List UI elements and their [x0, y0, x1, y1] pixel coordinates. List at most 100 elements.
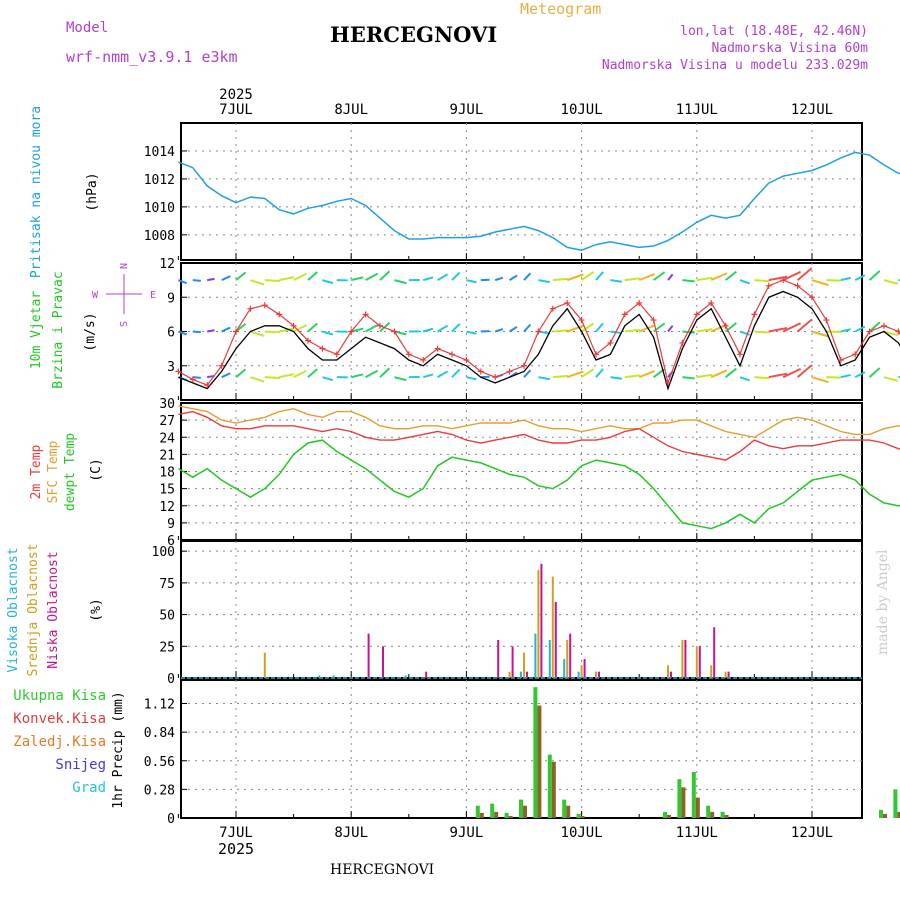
- cloud-bar-2: [713, 627, 716, 678]
- precip-legend-4: Grad: [72, 780, 106, 796]
- wind-gust-marker: [722, 322, 729, 329]
- wind-arrow: [868, 367, 881, 378]
- wind-arrow: [610, 376, 623, 380]
- cloud-bar-2: [511, 646, 514, 678]
- wind-arrow: [624, 374, 640, 379]
- wind-gust-marker: [895, 328, 900, 335]
- wind-arrow: [638, 324, 655, 333]
- precip-conv-bar: [580, 815, 585, 818]
- wind-arrow: [696, 373, 713, 379]
- cloud-bar-2: [698, 646, 701, 678]
- precip-total-bar: [691, 772, 696, 818]
- cloud-bar-1: [523, 652, 525, 678]
- cloud-bar-0: [577, 671, 580, 678]
- model-elevation-label: Nadmorska Visina u modelu 233.029m: [601, 58, 868, 73]
- wind-arrow: [739, 330, 750, 336]
- cloud-axis-unit: (%): [89, 598, 104, 621]
- wind-gust-marker: [665, 379, 671, 386]
- cloud-bar-1: [508, 671, 511, 678]
- cloud-axis-title-0: Visoka Oblacnost: [6, 547, 21, 672]
- precip-total-bar: [576, 813, 581, 818]
- precip-conv-bar: [710, 811, 715, 818]
- wind-arrow: [466, 330, 477, 335]
- y-tick-label: 27: [159, 414, 175, 429]
- temp-axis-title-0: 2m Temp: [29, 444, 44, 499]
- cloud-bar-2: [554, 601, 557, 678]
- cloud-bar-2: [540, 563, 543, 678]
- y-tick-label: 100: [152, 545, 175, 560]
- wind-arrow: [552, 329, 568, 333]
- pressure-axis-unit: (hPa): [85, 172, 100, 211]
- wind-arrow: [250, 330, 265, 337]
- precip-total-bar: [519, 799, 523, 818]
- wind-gust-marker: [780, 277, 787, 284]
- wind-arrow: [768, 372, 788, 379]
- temp-axis-unit: (C): [89, 458, 104, 481]
- wind-arrow: [307, 368, 318, 378]
- wind-arrow: [840, 373, 851, 379]
- wind-arrow: [581, 368, 595, 378]
- precip-conv-bar: [537, 705, 542, 818]
- wind-arrow: [221, 275, 231, 282]
- precip-total-bar: [475, 805, 480, 818]
- wind-arrow: [696, 328, 713, 333]
- wind-arrow: [207, 277, 215, 282]
- wind-arrow: [394, 376, 407, 382]
- precip-total-bar: [504, 812, 509, 818]
- wind-arrow: [826, 330, 841, 334]
- wind-gust-marker: [420, 357, 427, 364]
- y-tick-label: 9: [167, 291, 175, 306]
- wind-arrow: [624, 328, 640, 333]
- wind-gust-marker: [348, 328, 355, 335]
- y-tick-label: 9: [167, 517, 175, 532]
- day-label-top: 9JUL: [450, 102, 484, 118]
- wind-gust-marker: [233, 328, 239, 335]
- wind-gust-marker: [319, 345, 326, 352]
- wind-arrow: [278, 276, 295, 282]
- precip-conv-bar: [681, 787, 686, 818]
- wind-arrow: [552, 277, 568, 282]
- wind-arrow: [264, 279, 280, 282]
- wind-arrow: [739, 279, 750, 285]
- wind-arrow: [754, 330, 770, 334]
- cloud-bar-1: [551, 576, 554, 678]
- wind-arrow: [840, 276, 851, 282]
- page-title: HERCEGNOVI: [330, 22, 498, 47]
- wind-arrow: [724, 367, 737, 378]
- wind-arrow: [581, 322, 595, 333]
- precip-conv-bar: [551, 761, 556, 818]
- wind-gust-marker: [607, 339, 614, 346]
- precip-total-bar: [490, 803, 495, 818]
- year-label-top: 2025: [219, 87, 253, 103]
- precip-conv-bar: [897, 811, 900, 818]
- wind-gust-marker: [377, 322, 383, 329]
- cloud-bar-2: [670, 671, 672, 678]
- precip-total-bar: [677, 779, 682, 818]
- wind-arrow: [710, 369, 728, 379]
- precip-conv-bar: [523, 805, 527, 818]
- wind-arrow: [293, 272, 307, 282]
- wind-arrow: [796, 364, 813, 378]
- wind-arrow: [653, 271, 666, 281]
- wind-arrow: [379, 270, 391, 281]
- wind-arrow: [854, 325, 866, 333]
- precip-conv-bar: [667, 814, 671, 818]
- cloud-bar-1: [263, 652, 266, 678]
- wind-gust-marker: [175, 368, 182, 375]
- wind-arrow: [552, 374, 568, 379]
- wind-arrow: [293, 369, 307, 379]
- wind-arrow: [322, 376, 334, 382]
- wind-arrow: [883, 279, 899, 285]
- wind-gust-marker: [189, 376, 196, 383]
- wind-gust-marker: [405, 351, 412, 358]
- plot-frame-1: [180, 122, 863, 261]
- wind-arrow: [523, 272, 532, 281]
- wind-gust-marker: [535, 328, 542, 335]
- wind-axis-unit: (m/s): [83, 312, 98, 351]
- wind-gust-marker: [218, 362, 225, 369]
- wind-gust-marker: [823, 317, 830, 324]
- wind-arrow: [811, 376, 829, 384]
- wind-arrow: [682, 330, 695, 334]
- wind-gust-marker: [636, 299, 643, 306]
